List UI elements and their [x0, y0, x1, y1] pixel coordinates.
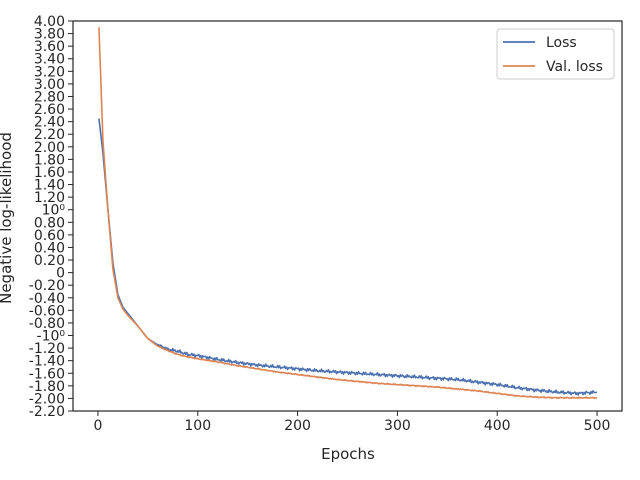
y-tick-label: 0: [56, 266, 65, 282]
y-tick-label: 2.00: [34, 140, 65, 156]
y-tick-label: 2.20: [34, 127, 65, 143]
plot-frame: [72, 20, 623, 412]
legend-label: Val. loss: [546, 59, 603, 75]
legend: Loss Val. loss: [496, 28, 615, 80]
y-tick-label: 4.00: [34, 14, 65, 30]
y-tick-label: -2.20: [29, 404, 65, 420]
y-tick-label: 1.40: [34, 178, 65, 194]
y-tick-label: -0.20: [29, 278, 65, 294]
y-axis-ticks: -2.20-2.00-1.80-1.60-1.40-1.20-10⁰-0.80-…: [29, 14, 73, 420]
y-tick-label: 1.80: [34, 152, 65, 168]
series-line-loss: [98, 118, 598, 396]
x-tick-label: 400: [484, 418, 511, 434]
y-tick-label: -0.60: [29, 303, 65, 319]
y-tick-label: 0.20: [34, 253, 65, 269]
x-tick-label: 200: [284, 418, 311, 434]
y-tick-label: -1.40: [29, 354, 65, 370]
y-tick-label: 1.20: [34, 190, 65, 206]
x-axis-label: Epochs: [321, 445, 375, 463]
y-tick-label: -1.60: [29, 366, 65, 382]
x-tick-label: 100: [184, 418, 211, 434]
y-tick-label: -10⁰: [37, 329, 66, 345]
y-tick-label: 3.00: [34, 77, 65, 93]
series-line-val-loss: [98, 27, 598, 400]
y-tick-label: 3.80: [34, 27, 65, 43]
x-tick-label: 0: [93, 418, 102, 434]
y-tick-label: -0.40: [29, 291, 65, 307]
y-tick-label: 2.60: [34, 102, 65, 118]
plot-area-border: [72, 20, 623, 412]
series-layer: [98, 27, 598, 400]
x-tick-label: 500: [584, 418, 611, 434]
y-tick-label: 3.20: [34, 64, 65, 80]
x-axis-ticks: 0 100 200 300 400 500: [93, 411, 610, 434]
y-tick-label: 3.60: [34, 39, 65, 55]
y-tick-label: -0.80: [29, 316, 65, 332]
legend-label: Loss: [546, 35, 577, 51]
y-tick-label: 3.40: [34, 52, 65, 68]
x-tick-label: 300: [384, 418, 411, 434]
y-axis-label: Negative log-likelihood: [0, 132, 15, 304]
y-tick-label: 10⁰: [42, 203, 66, 219]
y-tick-label: -1.80: [29, 379, 65, 395]
y-tick-label: 2.80: [34, 89, 65, 105]
y-tick-label: -1.20: [29, 341, 65, 357]
y-tick-label: 0.80: [34, 215, 65, 231]
y-tick-label: 2.40: [34, 115, 65, 131]
y-tick-label: 0.40: [34, 240, 65, 256]
y-tick-label: 1.60: [34, 165, 65, 181]
y-tick-label: 0.60: [34, 228, 65, 244]
y-tick-label: -2.00: [29, 391, 65, 407]
